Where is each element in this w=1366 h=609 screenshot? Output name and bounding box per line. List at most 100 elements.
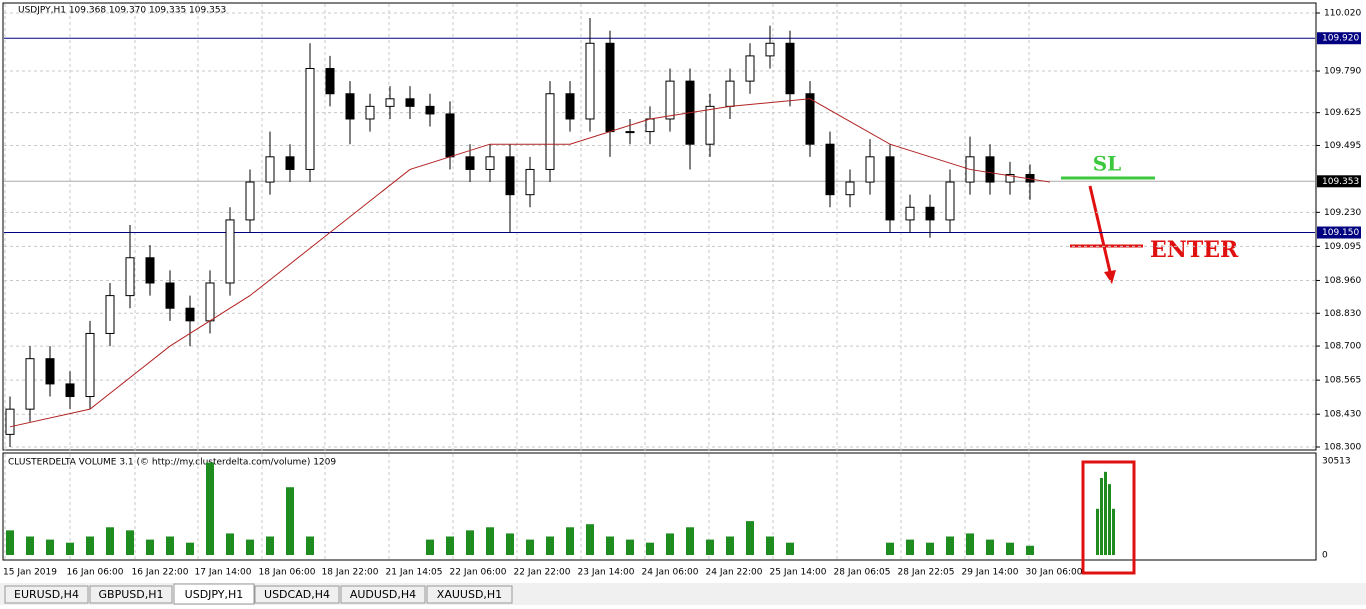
candle-body (525, 168, 535, 196)
volume-bar (126, 530, 134, 555)
volume-bar (966, 533, 974, 555)
y-tick-label: 110.020 (1324, 9, 1361, 19)
volume-bar (886, 542, 894, 555)
sl-label: SL (1093, 152, 1122, 176)
candle-body (905, 206, 915, 221)
volume-bar (666, 533, 674, 555)
volume-bar (646, 542, 654, 555)
time-label: 23 Jan 14:00 (578, 568, 635, 578)
tab[interactable] (4, 585, 89, 604)
time-label: 16 Jan 06:00 (67, 568, 124, 578)
volume-bar (306, 536, 314, 555)
time-label: 15 Jan 2019 (3, 568, 57, 578)
tab[interactable] (173, 583, 255, 605)
time-label: 30 Jan 06:00 (1026, 568, 1083, 578)
tab-label[interactable]: GBPUSD,H1 (99, 588, 164, 601)
volume-bar (286, 487, 294, 555)
volume-bar (906, 539, 914, 555)
candle-body (145, 257, 155, 284)
volume-bar (926, 542, 934, 555)
candle-body (945, 181, 955, 221)
tab-label[interactable]: USDCAD,H4 (264, 588, 330, 601)
volume-bar (226, 533, 234, 555)
y-tick-label: 109.230 (1324, 208, 1361, 218)
tab-label[interactable]: USDJPY,H1 (185, 588, 244, 601)
candle-body (445, 113, 455, 158)
candle-body (465, 156, 475, 170)
candle-body (105, 295, 115, 334)
time-label: 25 Jan 14:00 (770, 568, 827, 578)
enter-label: ENTER (1150, 237, 1239, 263)
tab-label[interactable]: EURUSD,H4 (14, 588, 79, 601)
candle-body (185, 307, 195, 322)
volume-bar (1108, 484, 1111, 555)
candle-body (1005, 173, 1015, 183)
volume-tick-label: 30513 (1322, 457, 1351, 467)
volume-bar (566, 527, 574, 555)
volume-bar (546, 536, 554, 555)
tab[interactable] (340, 585, 426, 604)
candle-body (645, 118, 655, 133)
candle-body (705, 105, 715, 145)
tab[interactable] (426, 585, 513, 604)
tab[interactable] (254, 585, 340, 604)
moving-average (9, 98, 1051, 428)
candle-body (885, 156, 895, 221)
candle-body (505, 156, 515, 196)
volume-bar (446, 536, 454, 555)
y-tick-label: 109.625 (1324, 108, 1361, 118)
volume-bar (466, 530, 474, 555)
candle-body (825, 143, 835, 196)
volume-bar (746, 521, 754, 555)
volume-bar (26, 536, 34, 555)
candle-body (5, 408, 15, 435)
time-label: 18 Jan 22:00 (322, 568, 379, 578)
tab[interactable] (89, 585, 173, 604)
time-label: 17 Jan 14:00 (195, 568, 252, 578)
level-label: 109.920 (1322, 34, 1359, 44)
time-label: 29 Jan 14:00 (962, 568, 1019, 578)
current-box (1317, 175, 1361, 188)
candle-body (305, 68, 315, 170)
time-label: 18 Jan 06:00 (259, 568, 316, 578)
current-label: 109.353 (1322, 177, 1359, 187)
volume-bar (726, 536, 734, 555)
price-pane (2, 2, 1317, 451)
candle-body (285, 156, 295, 170)
candle-body (65, 383, 75, 398)
time-label: 21 Jan 14:05 (386, 568, 443, 578)
time-label: 16 Jan 22:00 (132, 568, 189, 578)
candle-body (205, 282, 215, 322)
y-tick-label: 109.790 (1324, 67, 1361, 77)
time-label: 22 Jan 22:00 (514, 568, 571, 578)
candle-body (845, 181, 855, 196)
candle-body (985, 156, 995, 183)
candle-body (125, 257, 135, 297)
candle-body (665, 80, 675, 120)
volume-bar (626, 539, 634, 555)
volume-bar (146, 539, 154, 555)
candle-body (865, 156, 875, 183)
volume-bar (6, 530, 14, 555)
volume-bar (206, 462, 214, 555)
y-tick-label: 108.300 (1324, 443, 1361, 453)
volume-bar (246, 539, 254, 555)
highlight-box (1081, 460, 1136, 575)
volume-bar (1026, 545, 1034, 555)
candle-body (265, 156, 275, 183)
volume-bar (1100, 477, 1103, 555)
tab-label[interactable]: AUDUSD,H4 (350, 588, 416, 601)
y-tick-label: 108.960 (1324, 276, 1361, 286)
volume-bar (506, 533, 514, 555)
volume-bar (1096, 508, 1099, 555)
candle-body (725, 80, 735, 107)
volume-bar (1006, 542, 1014, 555)
volume-pane (2, 452, 1317, 561)
tab-label[interactable]: XAUUSD,H1 (437, 588, 502, 601)
level-label: 109.150 (1322, 228, 1359, 238)
volume-bar (946, 536, 954, 555)
y-tick-label: 108.700 (1324, 342, 1361, 352)
candle-body (805, 93, 815, 145)
